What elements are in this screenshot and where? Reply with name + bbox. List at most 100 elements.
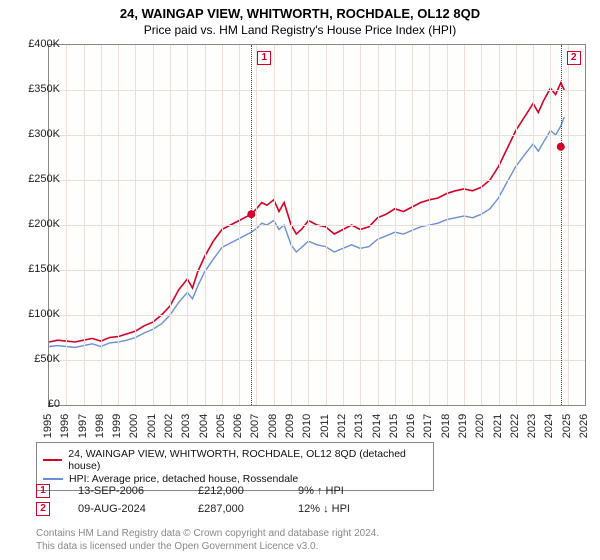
gridline-v	[395, 45, 396, 405]
x-tick-label: 2009	[284, 411, 296, 441]
x-tick-label: 2004	[198, 411, 210, 441]
gridline-h	[49, 315, 585, 316]
sale-marker-box: 2	[567, 51, 581, 65]
y-tick-label: £350K	[16, 83, 60, 95]
sales-table: 113-SEP-2006£212,0009% ↑ HPI209-AUG-2024…	[36, 484, 386, 520]
sale-price: £287,000	[198, 503, 270, 515]
x-tick-label: 2014	[371, 411, 383, 441]
sale-price: £212,000	[198, 485, 270, 497]
gridline-v	[326, 45, 327, 405]
gridline-v	[274, 45, 275, 405]
x-tick-label: 2018	[440, 411, 452, 441]
sale-vline	[251, 45, 252, 405]
legend-label: 24, WAINGAP VIEW, WHITWORTH, ROCHDALE, O…	[68, 448, 427, 472]
gridline-v	[101, 45, 102, 405]
y-tick-label: £150K	[16, 263, 60, 275]
gridline-v	[205, 45, 206, 405]
x-tick-label: 2003	[180, 411, 192, 441]
x-tick-label: 2006	[232, 411, 244, 441]
y-tick-label: £50K	[16, 353, 60, 365]
x-tick-label: 1999	[111, 411, 123, 441]
x-tick-label: 2013	[353, 411, 365, 441]
x-tick-label: 2001	[146, 411, 158, 441]
x-tick-label: 2005	[215, 411, 227, 441]
x-tick-label: 2023	[526, 411, 538, 441]
x-tick-label: 1997	[77, 411, 89, 441]
x-tick-label: 2019	[457, 411, 469, 441]
gridline-v	[84, 45, 85, 405]
gridline-v	[378, 45, 379, 405]
x-tick-label: 2016	[405, 411, 417, 441]
x-tick-label: 2008	[267, 411, 279, 441]
sale-diff: 9% ↑ HPI	[298, 485, 386, 497]
footer-line1: Contains HM Land Registry data © Crown c…	[36, 528, 379, 541]
gridline-v	[153, 45, 154, 405]
gridline-v	[568, 45, 569, 405]
legend-swatch	[43, 478, 63, 480]
gridline-v	[516, 45, 517, 405]
sale-vline	[561, 45, 562, 405]
sale-date: 09-AUG-2024	[78, 503, 170, 515]
gridline-v	[412, 45, 413, 405]
sale-row-marker: 1	[36, 484, 50, 498]
gridline-h	[49, 135, 585, 136]
gridline-v	[239, 45, 240, 405]
gridline-h	[49, 180, 585, 181]
gridline-v	[170, 45, 171, 405]
x-tick-label: 2012	[336, 411, 348, 441]
sale-marker-box: 1	[257, 51, 271, 65]
x-tick-label: 1998	[94, 411, 106, 441]
gridline-v	[360, 45, 361, 405]
sale-diff: 12% ↓ HPI	[298, 503, 386, 515]
y-tick-label: £300K	[16, 128, 60, 140]
gridline-v	[447, 45, 448, 405]
gridline-v	[308, 45, 309, 405]
plot-area: 12	[48, 44, 586, 406]
chart-container: 24, WAINGAP VIEW, WHITWORTH, ROCHDALE, O…	[0, 0, 600, 560]
gridline-v	[135, 45, 136, 405]
gridline-v	[481, 45, 482, 405]
gridline-v	[118, 45, 119, 405]
series-line-price_paid	[49, 83, 564, 342]
x-tick-label: 2015	[388, 411, 400, 441]
series-line-hpi	[49, 117, 564, 347]
x-tick-label: 2020	[474, 411, 486, 441]
gridline-v	[533, 45, 534, 405]
legend-swatch	[43, 459, 62, 461]
x-tick-label: 2026	[578, 411, 590, 441]
gridline-v	[256, 45, 257, 405]
footer-attribution: Contains HM Land Registry data © Crown c…	[36, 528, 379, 553]
footer-line2: This data is licensed under the Open Gov…	[36, 541, 379, 554]
gridline-v	[550, 45, 551, 405]
gridline-h	[49, 225, 585, 226]
chart-subtitle: Price paid vs. HM Land Registry's House …	[0, 21, 600, 41]
x-tick-label: 2022	[509, 411, 521, 441]
gridline-v	[464, 45, 465, 405]
y-tick-label: £400K	[16, 38, 60, 50]
x-tick-label: 2007	[249, 411, 261, 441]
gridline-h	[49, 90, 585, 91]
gridline-v	[343, 45, 344, 405]
sale-row: 2 09-AUG-2024 £287,000 12% ↓ HPI	[36, 502, 386, 516]
x-tick-label: 2025	[561, 411, 573, 441]
x-tick-label: 2010	[301, 411, 313, 441]
legend-row: 24, WAINGAP VIEW, WHITWORTH, ROCHDALE, O…	[43, 448, 427, 472]
x-tick-label: 1996	[59, 411, 71, 441]
gridline-v	[222, 45, 223, 405]
gridline-v	[429, 45, 430, 405]
sale-row: 113-SEP-2006£212,0009% ↑ HPI	[36, 484, 386, 498]
chart-title: 24, WAINGAP VIEW, WHITWORTH, ROCHDALE, O…	[0, 0, 600, 21]
gridline-h	[49, 270, 585, 271]
x-tick-label: 2002	[163, 411, 175, 441]
sale-row-marker: 2	[36, 502, 50, 516]
y-tick-label: £100K	[16, 308, 60, 320]
x-tick-label: 2011	[319, 411, 331, 441]
x-tick-label: 2000	[128, 411, 140, 441]
x-tick-label: 2017	[422, 411, 434, 441]
gridline-v	[187, 45, 188, 405]
gridline-v	[291, 45, 292, 405]
y-tick-label: £0	[16, 398, 60, 410]
y-tick-label: £250K	[16, 173, 60, 185]
x-tick-label: 2021	[492, 411, 504, 441]
gridline-v	[66, 45, 67, 405]
